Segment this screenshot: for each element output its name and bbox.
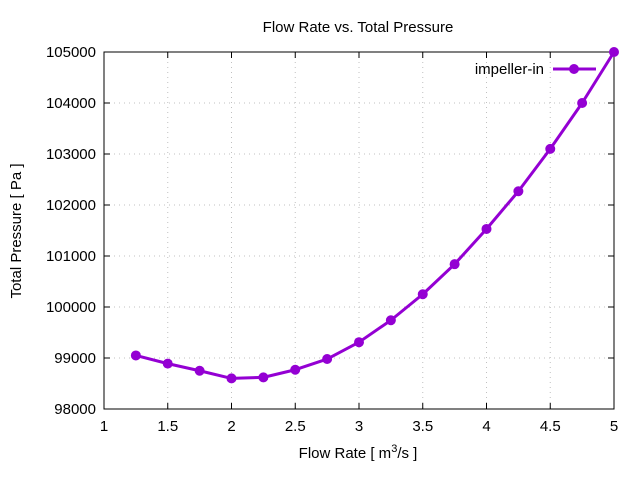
y-tick-label: 98000 — [54, 401, 96, 418]
data-point — [577, 98, 588, 108]
data-point — [194, 365, 205, 376]
x-tick-label: 1.5 — [157, 418, 178, 435]
x-axis-label-main: Flow Rate [ m — [299, 445, 392, 462]
x-tick-label: 4 — [482, 418, 490, 435]
y-tick-label: 99000 — [54, 350, 96, 367]
data-point — [385, 315, 396, 326]
data-point — [354, 337, 364, 348]
x-axis-label-tail: /s ] — [397, 445, 417, 462]
data-point — [609, 47, 619, 57]
data-point — [290, 364, 301, 375]
x-tick-label: 2.5 — [285, 418, 306, 435]
data-point — [449, 259, 460, 270]
x-axis-label-sup: 3 — [391, 443, 397, 455]
x-axis-label: Flow Rate [ m3/s ] — [299, 443, 418, 462]
data-point — [545, 143, 556, 154]
data-point — [481, 223, 492, 234]
x-tick-label: 1 — [100, 418, 108, 435]
y-tick-label: 105000 — [46, 44, 96, 61]
data-point — [162, 358, 173, 369]
x-tick-label: 2 — [227, 418, 235, 435]
legend: impeller-in — [475, 61, 596, 78]
y-axis-label: Total Pressure [ Pa ] — [8, 163, 25, 298]
y-tick-label: 100000 — [46, 299, 96, 316]
data-point — [258, 372, 269, 383]
chart-title: Flow Rate vs. Total Pressure — [263, 19, 454, 36]
x-tick-label: 4.5 — [540, 418, 561, 435]
y-tick-label: 104000 — [46, 95, 96, 112]
series-layer — [130, 47, 619, 384]
y-tick-label: 102000 — [46, 197, 96, 214]
data-point — [130, 350, 141, 361]
legend-marker — [569, 64, 579, 74]
grid — [104, 52, 614, 409]
x-tick-label: 3 — [355, 418, 363, 435]
y-tick-label: 101000 — [46, 248, 96, 265]
x-tick-label: 3.5 — [412, 418, 433, 435]
data-point — [513, 186, 524, 197]
data-point — [322, 354, 333, 365]
tick-labels: 1 1.5 2 2.5 3 3.5 4 4.5 5 98000 99000 100000 101000 1… — [46, 44, 618, 435]
data-point — [226, 373, 237, 384]
data-point — [417, 289, 428, 300]
x-tick-label: 5 — [610, 418, 618, 435]
legend-label: impeller-in — [475, 61, 544, 78]
series-line — [135, 51, 616, 380]
y-tick-label: 103000 — [46, 146, 96, 163]
